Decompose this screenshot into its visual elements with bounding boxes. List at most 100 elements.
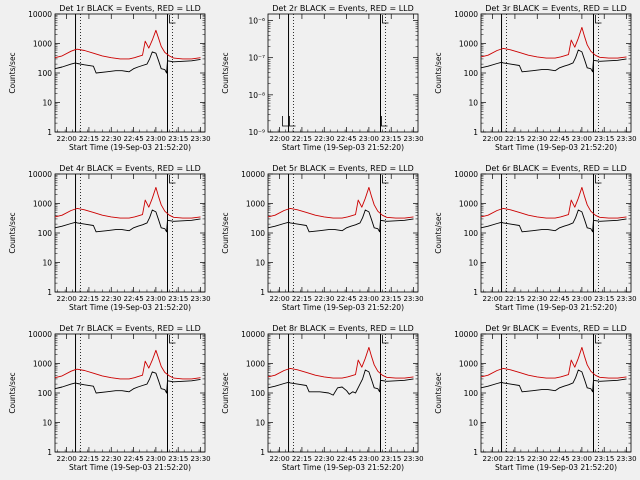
- x-tick-label: 22:00: [57, 455, 77, 463]
- x-tick-label: 22:15: [292, 295, 312, 303]
- x-tick-label: 23:30: [190, 455, 210, 463]
- x-tick-label: 23:30: [190, 295, 210, 303]
- y-tick-label: 10: [255, 419, 265, 428]
- events-series-line: [480, 49, 627, 73]
- x-tick-label: 22:15: [292, 455, 312, 463]
- lld-series-line: [54, 186, 201, 219]
- x-tick-label: 22:45: [336, 295, 356, 303]
- y-tick-label: 1000: [246, 360, 265, 369]
- lld-series-line: [480, 186, 627, 219]
- y-tick-label: 100: [464, 389, 479, 398]
- y-tick-label: 1000: [33, 360, 52, 369]
- x-tick-label: 22:00: [270, 455, 290, 463]
- y-tick-label: 1000: [459, 40, 478, 49]
- x-axis-label: Start Time (19-Sep-03 21:52:20): [495, 143, 617, 152]
- x-axis-label: Start Time (19-Sep-03 21:52:20): [495, 463, 617, 472]
- chart-title: Det 4r BLACK = Events, RED = LLD: [59, 164, 201, 173]
- x-axis-label: Start Time (19-Sep-03 21:52:20): [282, 303, 404, 312]
- x-tick-label: 22:00: [57, 295, 77, 303]
- events-series-line: [54, 51, 201, 74]
- chart-panel: Det 6r BLACK = Events, RED = LLD 1 10 100 10…: [434, 164, 637, 312]
- y-tick-label: 10000: [28, 10, 52, 19]
- x-tick-label: 22:15: [292, 135, 312, 143]
- x-tick-label: 22:45: [123, 135, 143, 143]
- y-tick-label: 10: [468, 419, 478, 428]
- x-tick-label: 23:30: [403, 295, 423, 303]
- x-tick-label: 23:15: [594, 135, 614, 143]
- y-tick-label: 10000: [454, 10, 478, 19]
- x-tick-label: 22:45: [549, 295, 569, 303]
- chart-panel: Det 4r BLACK = Events, RED = LLD 1 10 100 10…: [8, 164, 211, 312]
- chart-title: Det 7r BLACK = Events, RED = LLD: [59, 324, 201, 333]
- x-tick-label: 22:30: [101, 295, 121, 303]
- x-axis-label: Start Time (19-Sep-03 21:52:20): [282, 143, 404, 152]
- x-tick-label: 23:15: [381, 135, 401, 143]
- chart-panel: Det 5r BLACK = Events, RED = LLD 1 10 100 10…: [221, 164, 424, 312]
- plot-frame: [480, 173, 632, 293]
- x-tick-label: 23:15: [594, 295, 614, 303]
- y-axis-label: Counts/sec: [221, 372, 230, 413]
- x-tick-label: 22:00: [270, 295, 290, 303]
- x-tick-label: 23:00: [146, 295, 166, 303]
- interval-bracket: [382, 335, 389, 344]
- chart-panel: Det 7r BLACK = Events, RED = LLD 1 10 100 10…: [8, 324, 211, 472]
- x-tick-label: 22:30: [101, 135, 121, 143]
- y-tick-label: 100: [38, 69, 53, 78]
- plot-frame: [480, 13, 632, 133]
- x-tick-label: 22:15: [79, 295, 99, 303]
- y-tick-label: 100: [251, 229, 266, 238]
- lld-series-line: [54, 349, 201, 380]
- lld-series-line: [480, 346, 627, 379]
- y-axis-label: Counts/sec: [221, 52, 230, 93]
- x-tick-label: 23:00: [572, 455, 592, 463]
- interval-bracket: [595, 175, 602, 184]
- x-tick-label: 23:30: [616, 295, 636, 303]
- x-tick-label: 23:15: [594, 455, 614, 463]
- y-tick-label: 100: [38, 389, 53, 398]
- x-tick-label: 23:30: [403, 455, 423, 463]
- y-tick-label: 10⁻⁶: [248, 17, 265, 26]
- x-tick-label: 22:00: [483, 135, 503, 143]
- y-tick-label: 1: [473, 448, 478, 457]
- y-tick-label: 1000: [33, 40, 52, 49]
- x-tick-label: 23:15: [381, 455, 401, 463]
- plot-frame: [267, 173, 419, 293]
- y-tick-label: 10: [255, 259, 265, 268]
- y-tick-label: 100: [251, 389, 266, 398]
- x-tick-label: 23:00: [572, 135, 592, 143]
- x-tick-label: 23:00: [572, 295, 592, 303]
- x-axis-label: Start Time (19-Sep-03 21:52:20): [69, 143, 191, 152]
- x-tick-label: 23:30: [403, 135, 423, 143]
- interval-bracket: [169, 335, 176, 344]
- x-tick-label: 22:30: [314, 135, 334, 143]
- chart-title: Det 3r BLACK = Events, RED = LLD: [485, 4, 627, 13]
- events-series-line: [267, 369, 414, 396]
- y-tick-label: 10⁻⁷: [248, 54, 265, 63]
- interval-bracket: [169, 15, 176, 24]
- x-tick-label: 23:15: [381, 295, 401, 303]
- x-axis-label: Start Time (19-Sep-03 21:52:20): [495, 303, 617, 312]
- chart-title: Det 5r BLACK = Events, RED = LLD: [272, 164, 414, 173]
- x-tick-label: 22:00: [483, 455, 503, 463]
- chart-panel: Det 9r BLACK = Events, RED = LLD 1 10 100 10…: [434, 324, 637, 472]
- x-tick-label: 23:00: [146, 455, 166, 463]
- x-tick-label: 22:30: [101, 455, 121, 463]
- x-tick-label: 23:15: [168, 455, 188, 463]
- x-tick-label: 22:30: [527, 295, 547, 303]
- y-axis-label: Counts/sec: [8, 212, 17, 253]
- y-axis-label: Counts/sec: [8, 52, 17, 93]
- events-series-line: [54, 209, 201, 233]
- x-tick-label: 22:45: [549, 135, 569, 143]
- chart-panel: Det 1r BLACK = Events, RED = LLD 1 10 100 10…: [8, 4, 211, 152]
- x-tick-label: 22:45: [336, 455, 356, 463]
- x-axis-label: Start Time (19-Sep-03 21:52:20): [282, 463, 404, 472]
- y-tick-label: 10000: [241, 170, 265, 179]
- events-series-line: [54, 371, 201, 394]
- y-tick-label: 10⁻⁹: [248, 128, 265, 137]
- interval-bracket: [169, 175, 176, 184]
- y-axis-label: Counts/sec: [434, 52, 443, 93]
- x-tick-label: 22:30: [527, 135, 547, 143]
- y-tick-label: 1: [260, 448, 265, 457]
- y-tick-label: 10: [468, 99, 478, 108]
